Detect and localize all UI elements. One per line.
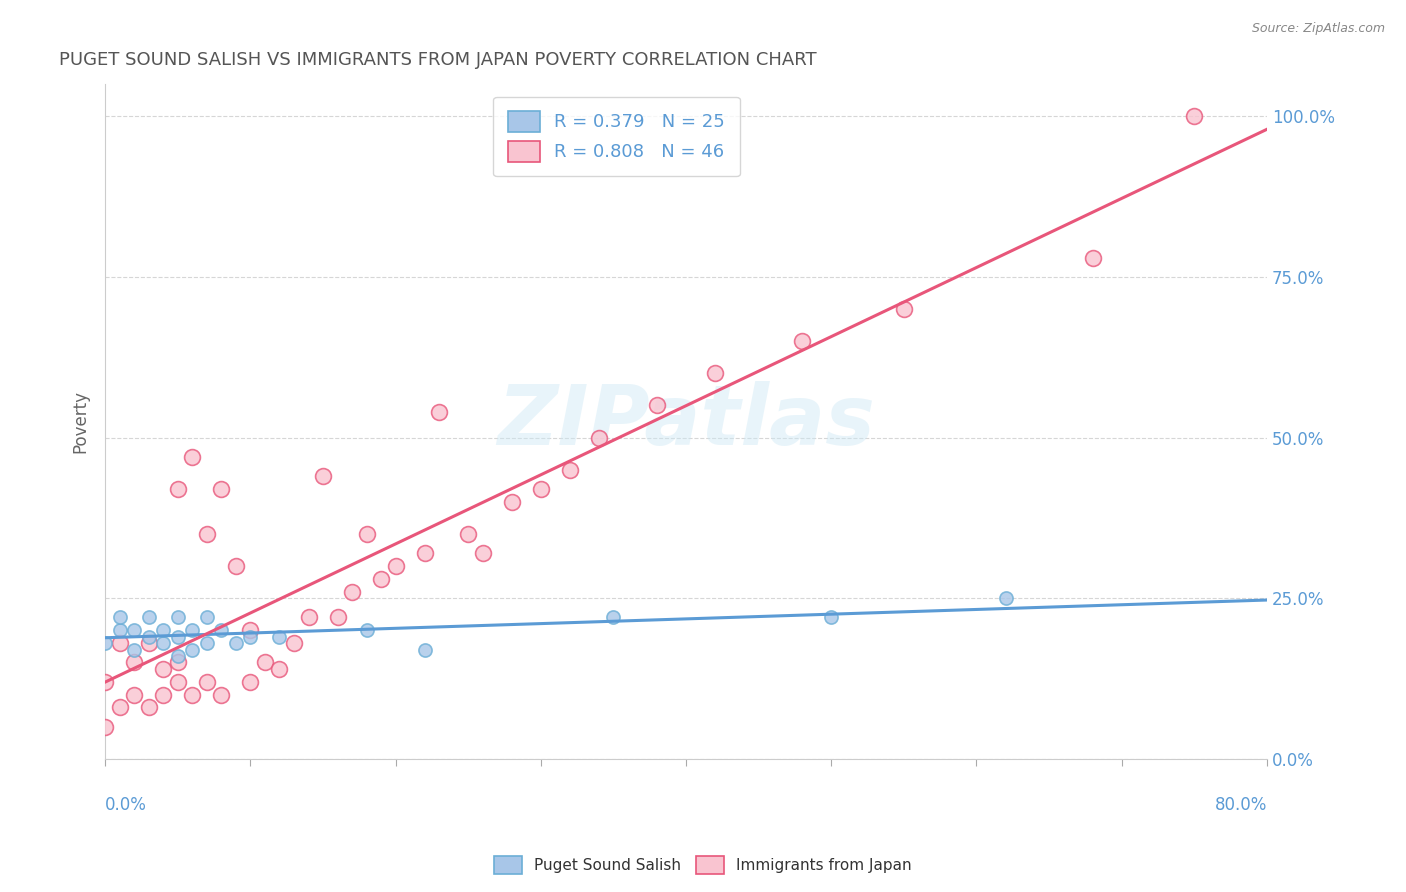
Point <box>108 636 131 650</box>
Point <box>530 482 553 496</box>
Point <box>370 572 392 586</box>
Point <box>108 610 131 624</box>
Point <box>994 591 1017 606</box>
Point <box>166 630 188 644</box>
Point <box>356 624 378 638</box>
Legend: R = 0.379   N = 25, R = 0.808   N = 46: R = 0.379 N = 25, R = 0.808 N = 46 <box>494 96 740 176</box>
Point <box>152 636 174 650</box>
Point <box>108 624 131 638</box>
Point <box>558 463 581 477</box>
Point <box>269 630 291 644</box>
Y-axis label: Poverty: Poverty <box>72 390 89 453</box>
Point <box>166 482 188 496</box>
Point <box>138 610 160 624</box>
Point <box>195 636 218 650</box>
Point <box>94 636 117 650</box>
Point <box>893 301 915 316</box>
Point <box>340 584 363 599</box>
Point <box>166 648 188 663</box>
Point <box>427 405 450 419</box>
Point <box>181 624 204 638</box>
Point <box>166 610 188 624</box>
Point <box>413 642 436 657</box>
Text: ZIPatlas: ZIPatlas <box>498 381 875 462</box>
Point <box>704 366 727 380</box>
Point <box>94 720 117 734</box>
Point <box>326 610 349 624</box>
Point <box>166 674 188 689</box>
Point <box>457 527 479 541</box>
Point <box>181 450 204 464</box>
Point <box>384 559 406 574</box>
Point <box>602 610 624 624</box>
Point <box>195 527 218 541</box>
Point <box>588 430 610 444</box>
Point <box>283 636 305 650</box>
Point <box>239 624 262 638</box>
Point <box>152 688 174 702</box>
Text: PUGET SOUND SALISH VS IMMIGRANTS FROM JAPAN POVERTY CORRELATION CHART: PUGET SOUND SALISH VS IMMIGRANTS FROM JA… <box>59 51 817 69</box>
Point <box>138 700 160 714</box>
Point <box>152 624 174 638</box>
Point <box>312 469 335 483</box>
Point <box>138 630 160 644</box>
Point <box>413 546 436 560</box>
Point <box>225 636 247 650</box>
Point <box>122 656 145 670</box>
Point <box>209 624 232 638</box>
Point <box>792 334 814 348</box>
Point <box>820 610 842 624</box>
Point <box>209 482 232 496</box>
Point <box>138 636 160 650</box>
Point <box>239 630 262 644</box>
Text: 80.0%: 80.0% <box>1215 796 1267 814</box>
Point <box>471 546 494 560</box>
Point <box>269 662 291 676</box>
Point <box>645 398 668 412</box>
Point <box>501 495 523 509</box>
Point <box>225 559 247 574</box>
Point <box>209 688 232 702</box>
Point <box>181 688 204 702</box>
Point <box>122 688 145 702</box>
Point <box>152 662 174 676</box>
Point <box>253 656 276 670</box>
Point <box>166 656 188 670</box>
Point <box>108 700 131 714</box>
Point <box>94 674 117 689</box>
Point <box>1182 109 1205 123</box>
Point <box>195 674 218 689</box>
Point <box>195 610 218 624</box>
Point <box>356 527 378 541</box>
Point <box>1081 251 1104 265</box>
Point <box>239 674 262 689</box>
Legend: Puget Sound Salish, Immigrants from Japan: Puget Sound Salish, Immigrants from Japa… <box>488 850 918 880</box>
Point <box>122 624 145 638</box>
Point <box>122 642 145 657</box>
Point <box>297 610 319 624</box>
Point <box>181 642 204 657</box>
Text: Source: ZipAtlas.com: Source: ZipAtlas.com <box>1251 22 1385 36</box>
Text: 0.0%: 0.0% <box>105 796 148 814</box>
